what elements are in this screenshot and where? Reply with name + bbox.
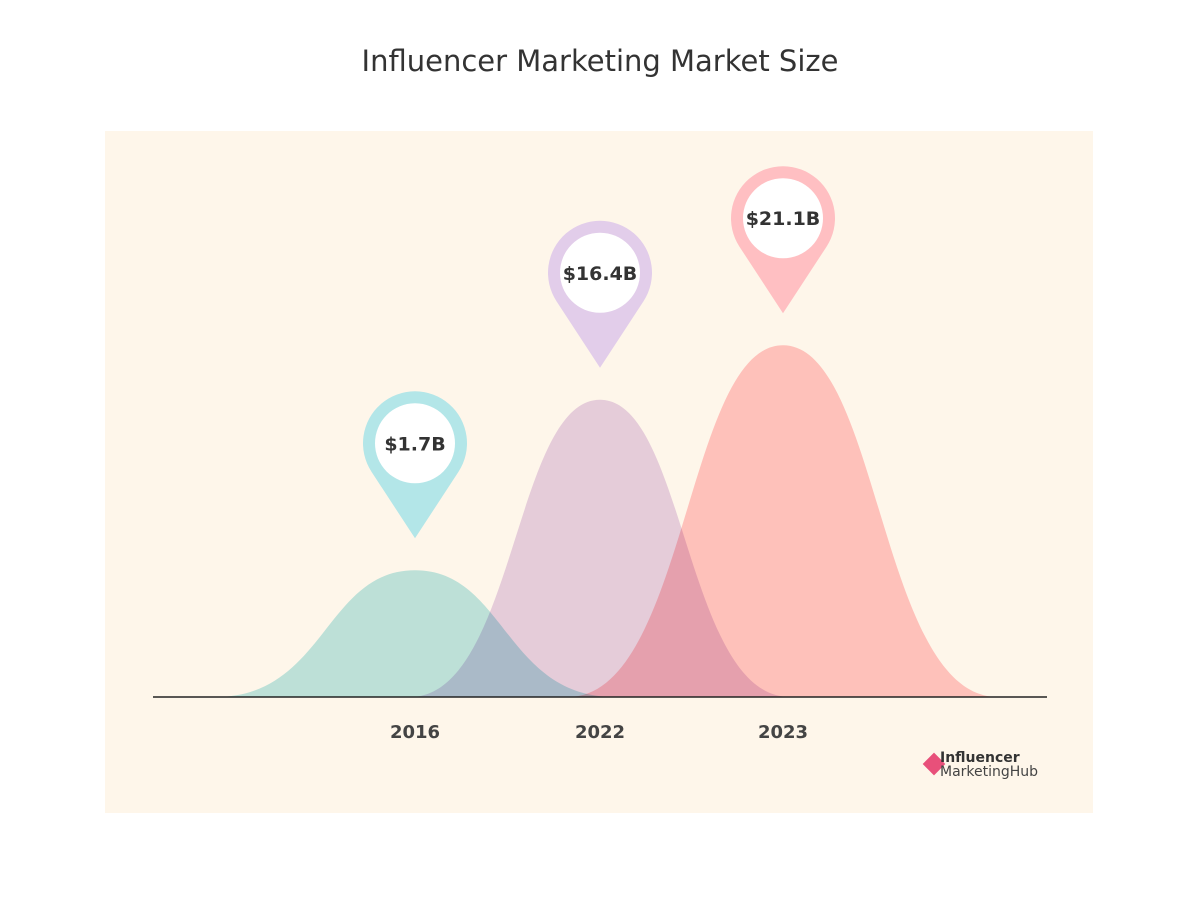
pin-inner-circle bbox=[560, 232, 640, 313]
bell-area-2023 bbox=[568, 345, 998, 697]
logo-text-line2: MarketingHub bbox=[940, 764, 1039, 780]
x-tick-label: 2023 bbox=[758, 722, 808, 743]
data-label: $1.7B bbox=[384, 433, 445, 455]
x-tick-label: 2016 bbox=[390, 722, 440, 743]
logo-text-line1: Influencer bbox=[940, 750, 1020, 766]
data-label: $21.1B bbox=[746, 208, 821, 230]
x-tick-label: 2022 bbox=[575, 722, 625, 743]
pin-inner-circle bbox=[375, 403, 455, 484]
pin-inner-circle bbox=[743, 178, 823, 259]
brand-logo: Influencer MarketingHub bbox=[922, 750, 1062, 784]
data-label: $16.4B bbox=[563, 263, 638, 285]
chart-title: Influencer Marketing Market Size bbox=[361, 44, 839, 78]
